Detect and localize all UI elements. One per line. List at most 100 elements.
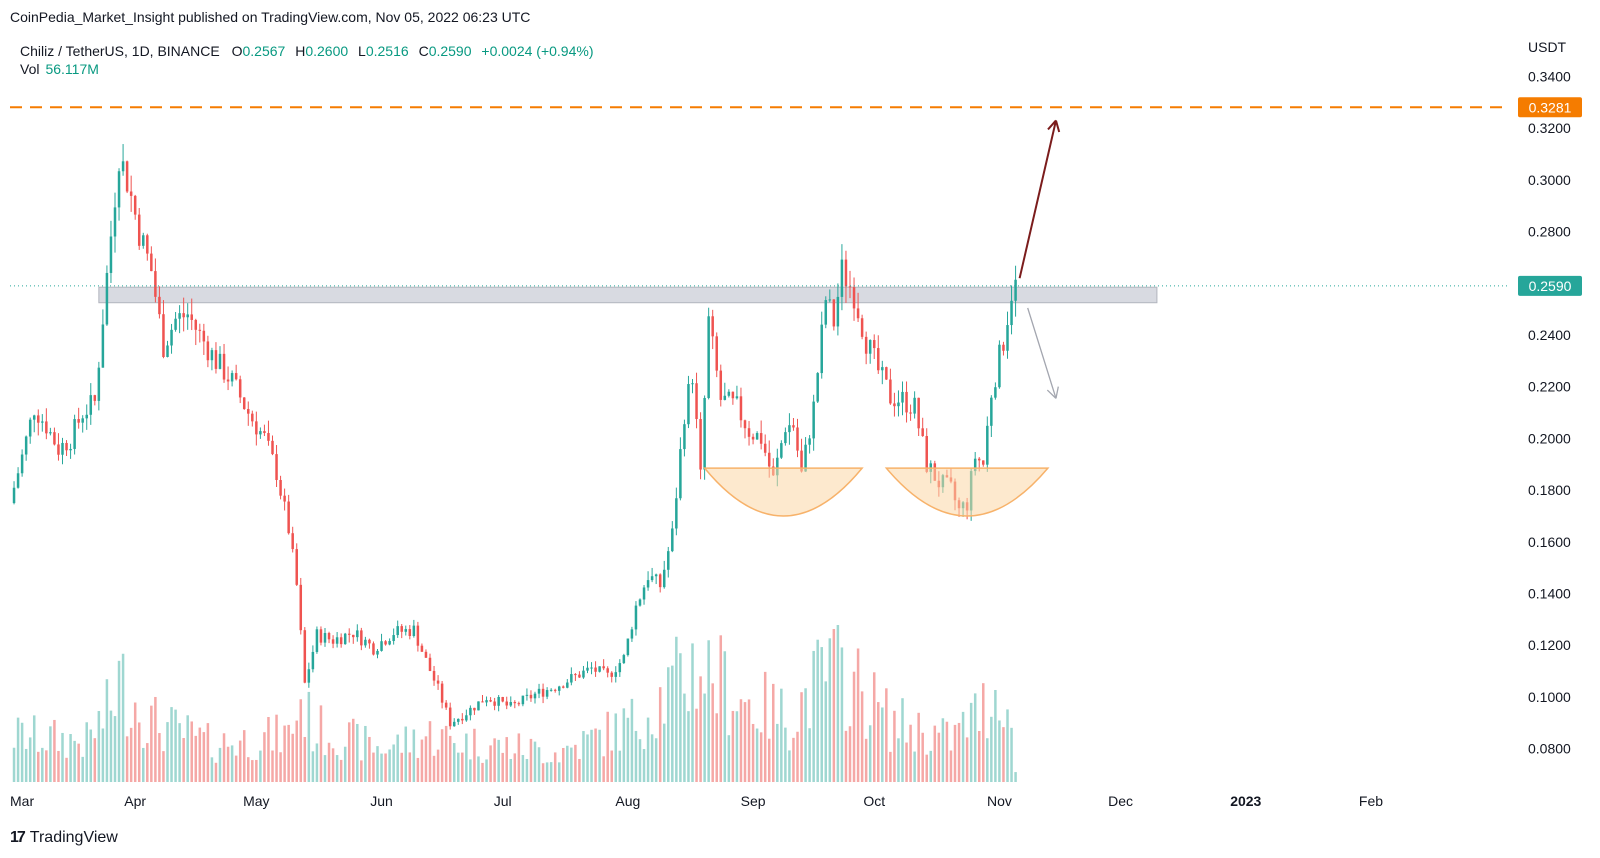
candle-body[interactable] — [990, 397, 993, 426]
candle-body[interactable] — [392, 635, 395, 641]
tradingview-logo[interactable]: 17 TradingView — [10, 829, 118, 847]
candle-body[interactable] — [194, 319, 198, 330]
candle-body[interactable] — [279, 480, 282, 496]
candle-body[interactable] — [432, 670, 436, 681]
candle-body[interactable] — [416, 625, 420, 646]
cup-pattern-1[interactable] — [703, 467, 864, 517]
candle-body[interactable] — [12, 487, 16, 504]
candle-body[interactable] — [352, 634, 355, 638]
candle-body[interactable] — [901, 391, 904, 403]
candle-body[interactable] — [440, 683, 444, 703]
candle-body[interactable] — [263, 431, 266, 434]
candle-body[interactable] — [529, 694, 533, 699]
candle-body[interactable] — [303, 630, 307, 683]
candle-body[interactable] — [885, 367, 888, 380]
candle-body[interactable] — [154, 271, 157, 297]
candle-body[interactable] — [707, 316, 710, 398]
candle-body[interactable] — [271, 440, 274, 455]
candle-body[interactable] — [586, 667, 589, 671]
candle-body[interactable] — [461, 718, 464, 721]
symbol-name[interactable]: Chiliz / TetherUS, 1D, BINANCE — [20, 43, 220, 59]
candle-body[interactable] — [703, 397, 706, 470]
candle-body[interactable] — [299, 584, 303, 631]
candle-body[interactable] — [146, 235, 149, 254]
candle-body[interactable] — [101, 324, 105, 368]
candle-body[interactable] — [372, 643, 375, 655]
candle-body[interactable] — [428, 657, 432, 671]
candle-body[interactable] — [723, 395, 727, 400]
candle-body[interactable] — [469, 707, 472, 716]
candle-body[interactable] — [658, 574, 662, 588]
candle-body[interactable] — [61, 442, 64, 455]
candle-body[interactable] — [743, 420, 747, 429]
bearish-projection-arrow[interactable] — [1027, 307, 1059, 399]
candle-body[interactable] — [840, 259, 844, 297]
candle-body[interactable] — [73, 419, 76, 449]
candle-body[interactable] — [230, 373, 234, 382]
candle-body[interactable] — [485, 700, 488, 703]
candle-body[interactable] — [404, 629, 408, 632]
candle-body[interactable] — [533, 693, 537, 699]
candle-body[interactable] — [521, 695, 525, 705]
candle-body[interactable] — [117, 171, 121, 208]
candle-body[interactable] — [562, 686, 565, 688]
candle-body[interactable] — [541, 688, 545, 697]
candle-body[interactable] — [893, 403, 896, 407]
candle-body[interactable] — [683, 424, 686, 450]
candle-body[interactable] — [238, 379, 242, 398]
candle-body[interactable] — [719, 370, 723, 400]
candle-body[interactable] — [610, 672, 613, 677]
candle-body[interactable] — [311, 651, 315, 670]
candle-body[interactable] — [553, 689, 557, 691]
candle-body[interactable] — [763, 443, 767, 453]
candle-body[interactable] — [210, 350, 214, 361]
candle-body[interactable] — [808, 438, 811, 445]
candle-body[interactable] — [420, 645, 424, 652]
candle-body[interactable] — [16, 473, 20, 488]
candle-body[interactable] — [20, 454, 24, 474]
candle-body[interactable] — [844, 259, 848, 287]
candle-body[interactable] — [545, 690, 549, 697]
candle-body[interactable] — [69, 448, 72, 451]
candle-body[interactable] — [1014, 279, 1017, 301]
candle-body[interactable] — [650, 576, 654, 581]
candle-body[interactable] — [202, 330, 206, 342]
candle-body[interactable] — [283, 495, 286, 502]
candle-body[interactable] — [315, 629, 319, 652]
candle-body[interactable] — [376, 650, 379, 655]
candle-body[interactable] — [606, 668, 609, 673]
candle-body[interactable] — [343, 633, 347, 645]
candle-body[interactable] — [525, 694, 529, 696]
candle-body[interactable] — [517, 703, 521, 705]
candle-body[interactable] — [877, 348, 880, 371]
candle-body[interactable] — [537, 688, 541, 694]
candle-body[interactable] — [182, 313, 185, 318]
candle-body[interactable] — [41, 421, 44, 423]
candle-body[interactable] — [186, 314, 189, 318]
candle-body[interactable] — [1006, 325, 1009, 351]
candle-body[interactable] — [497, 696, 500, 706]
candle-body[interactable] — [687, 384, 690, 425]
candle-body[interactable] — [590, 667, 593, 669]
candle-body[interactable] — [727, 391, 731, 396]
candle-body[interactable] — [85, 414, 88, 419]
candle-body[interactable] — [505, 701, 508, 706]
candle-body[interactable] — [396, 626, 399, 636]
candle-body[interactable] — [602, 666, 605, 669]
candle-body[interactable] — [45, 421, 48, 434]
candle-body[interactable] — [812, 401, 815, 439]
candle-body[interactable] — [998, 344, 1001, 388]
candle-body[interactable] — [852, 287, 856, 309]
candle-body[interactable] — [574, 674, 577, 676]
candle-body[interactable] — [170, 329, 173, 346]
candle-body[interactable] — [711, 316, 714, 337]
candle-body[interactable] — [557, 686, 561, 691]
candle-body[interactable] — [24, 436, 28, 455]
candle-body[interactable] — [97, 367, 101, 401]
candle-body[interactable] — [347, 633, 351, 635]
candle-body[interactable] — [513, 702, 517, 704]
candle-body[interactable] — [331, 639, 335, 644]
candle-body[interactable] — [671, 528, 674, 552]
candle-body[interactable] — [142, 235, 145, 246]
